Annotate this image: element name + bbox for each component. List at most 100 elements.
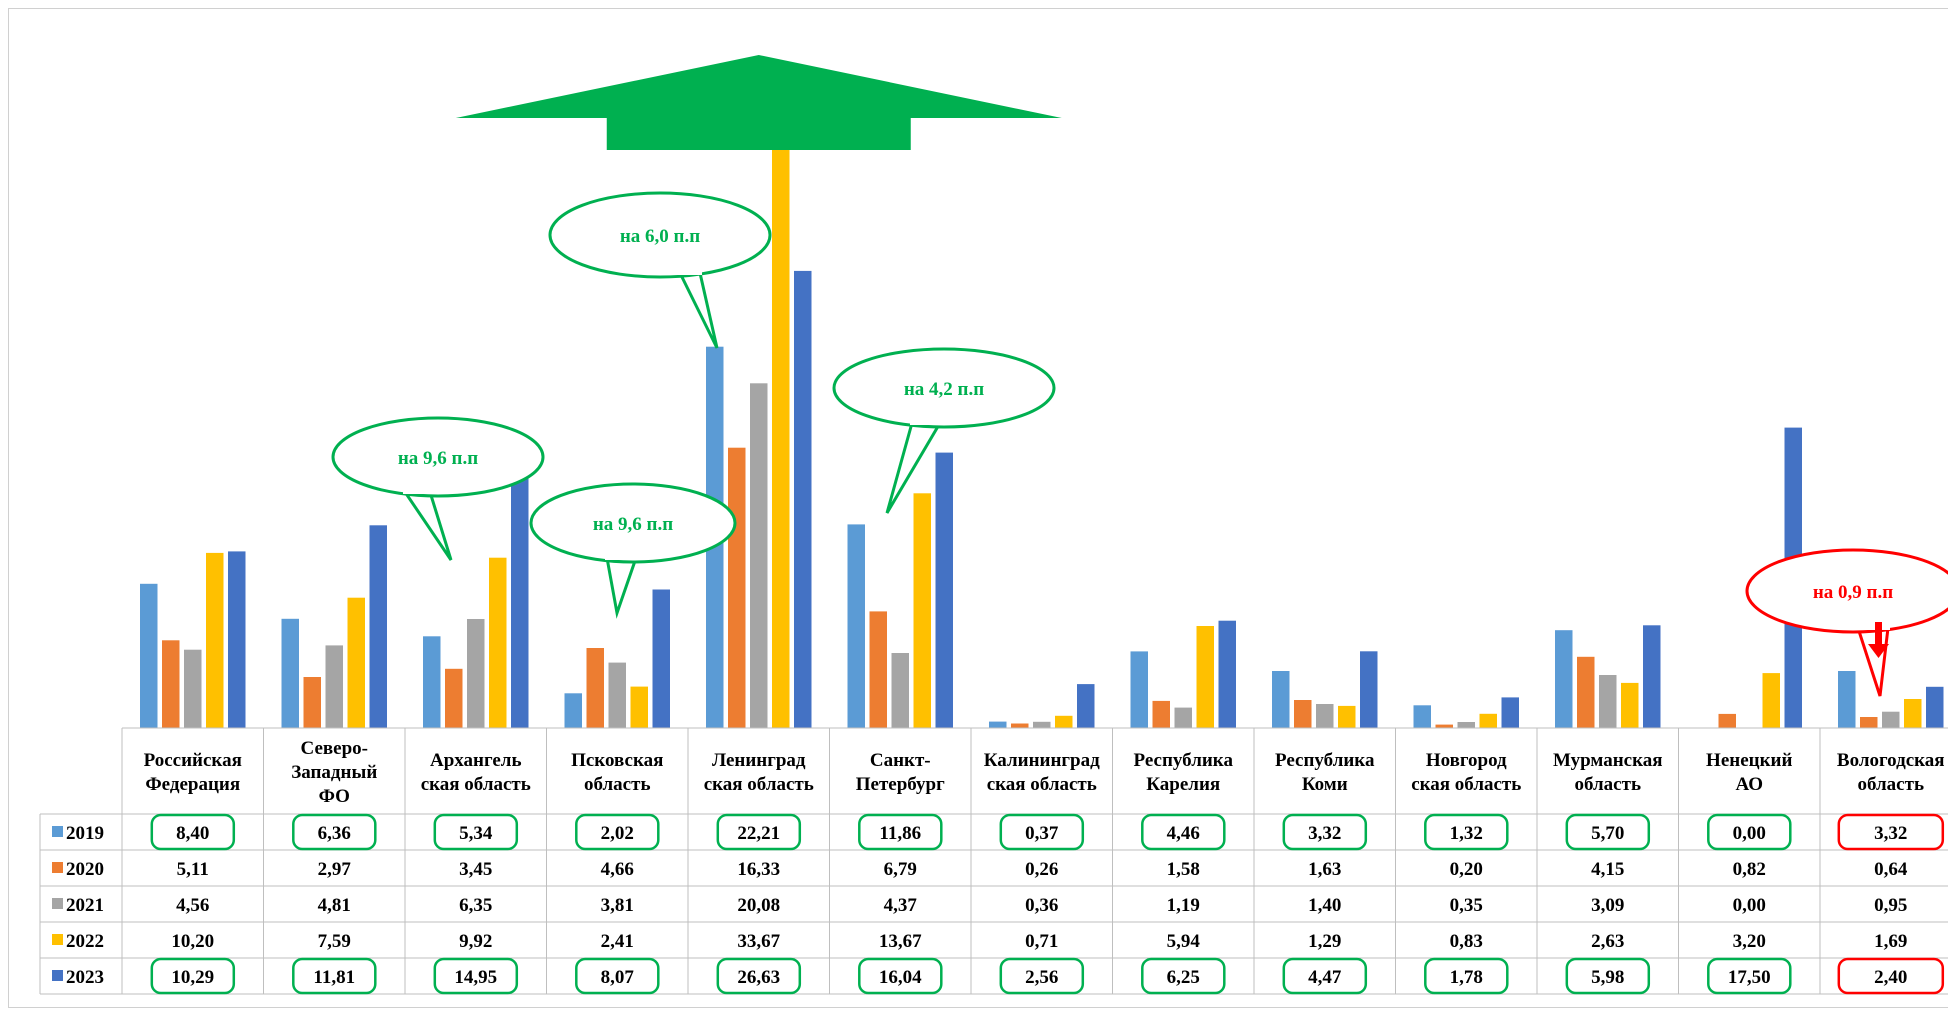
data-label-2021-6: 0,36	[1025, 895, 1058, 916]
data-label-2022-10: 2,63	[1591, 931, 1624, 952]
data-label-2021-9: 0,35	[1450, 895, 1483, 916]
highlight-box-2019-1	[292, 813, 377, 851]
category-label-2: Архангель	[430, 750, 522, 771]
highlight-box-2019-5	[858, 813, 943, 851]
bar-2019-6	[989, 721, 1007, 728]
bar-2023-6	[1077, 684, 1095, 728]
category-label-0: Российская	[144, 750, 242, 771]
bar-2020-11	[1718, 713, 1736, 728]
legend-key-2020	[52, 862, 63, 873]
highlight-box-2023-0	[150, 957, 236, 995]
bar-2023-9	[1501, 697, 1519, 728]
highlight-box-2023-6	[999, 957, 1085, 995]
legend-key-2023	[52, 970, 63, 981]
category-label-6: ская область	[987, 774, 1097, 795]
data-label-2020-6: 0,26	[1025, 859, 1058, 880]
bar-2021-9	[1457, 722, 1475, 728]
bar-2022-1	[347, 597, 365, 728]
legend-key-2022	[52, 934, 63, 945]
bar-2023-12	[1926, 686, 1944, 728]
highlight-box-2019-6	[999, 813, 1085, 851]
data-label-2019-10: 5,70	[1591, 823, 1624, 844]
callout-text: на 0,9 п.п	[1813, 582, 1893, 603]
data-label-2020-11: 0,82	[1733, 859, 1766, 880]
data-label-2021-8: 1,40	[1308, 895, 1341, 916]
data-label-2020-12: 0,64	[1874, 859, 1908, 880]
data-label-2022-9: 0,83	[1450, 931, 1483, 952]
legend-label-2019: 2019	[66, 823, 104, 844]
data-label-2019-9: 1,32	[1450, 823, 1483, 844]
category-label-12: область	[1858, 774, 1925, 795]
data-label-2021-1: 4,81	[318, 895, 351, 916]
data-label-2022-5: 13,67	[879, 931, 922, 952]
bar-2022-4	[772, 150, 790, 728]
bar-2022-0	[206, 552, 224, 728]
bar-2021-4	[750, 383, 768, 728]
callout-0: на 6,0 п.п	[548, 191, 772, 349]
data-label-2022-12: 1,69	[1874, 931, 1907, 952]
bar-2022-12	[1904, 699, 1922, 728]
category-label-9: ская область	[1411, 774, 1521, 795]
callout-joint	[605, 548, 638, 560]
bar-2019-8	[1272, 671, 1290, 728]
bar-2019-0	[140, 583, 158, 728]
bar-2022-8	[1338, 705, 1356, 728]
data-label-2023-7: 6,25	[1167, 967, 1200, 988]
bar-2022-11	[1762, 673, 1780, 728]
bar-2022-5	[913, 493, 931, 728]
callout-joint	[910, 413, 942, 425]
highlight-box-2023-2	[433, 957, 519, 995]
data-label-2022-2: 9,92	[459, 931, 492, 952]
category-label-8: Республика	[1275, 750, 1375, 771]
data-label-2023-0: 10,29	[171, 967, 214, 988]
category-label-7: Карелия	[1146, 774, 1220, 795]
highlight-box-2023-9	[1424, 957, 1509, 995]
chart-frame	[8, 8, 1948, 1008]
callout-text: на 9,6 п.п	[593, 514, 673, 535]
bar-2020-7	[1152, 700, 1170, 728]
bar-2019-2	[423, 636, 441, 728]
highlight-box-2023-8	[1282, 957, 1368, 995]
data-label-2023-4: 26,63	[737, 967, 780, 988]
bar-2022-9	[1479, 713, 1497, 728]
bar-2021-3	[608, 662, 626, 728]
legend-label-2023: 2023	[66, 967, 104, 988]
highlight-box-2019-9	[1424, 813, 1509, 851]
legend-label-2020: 2020	[66, 859, 104, 880]
data-label-2019-0: 8,40	[176, 823, 209, 844]
callout-joint	[403, 482, 432, 494]
data-label-2021-12: 0,95	[1874, 895, 1907, 916]
data-label-2023-6: 2,56	[1025, 967, 1058, 988]
callout-text: на 4,2 п.п	[904, 379, 984, 400]
bar-2019-3	[564, 693, 582, 728]
legend-label-2022: 2022	[66, 931, 104, 952]
bar-2020-8	[1294, 700, 1312, 728]
callout-bubble	[548, 191, 772, 279]
legend-label-2021: 2021	[66, 895, 104, 916]
decline-arrow-icon	[1868, 644, 1889, 658]
data-label-2022-11: 3,20	[1733, 931, 1766, 952]
data-label-2022-3: 2,41	[601, 931, 634, 952]
callout-pointer	[402, 490, 453, 561]
bar-2023-1	[369, 525, 387, 728]
highlight-box-2023-3	[575, 957, 660, 995]
bar-2019-9	[1413, 705, 1431, 728]
category-label-1: Северо-	[301, 738, 368, 759]
highlight-box-2019-3	[575, 813, 660, 851]
bar-2023-4	[794, 270, 812, 728]
legend-key-2019	[52, 826, 63, 837]
bar-2020-4	[728, 447, 746, 728]
bar-2023-10	[1643, 625, 1661, 728]
callout-bubble	[1745, 548, 1948, 634]
bar-2021-5	[891, 653, 909, 728]
data-label-2020-5: 6,79	[884, 859, 917, 880]
growth-up-arrow	[455, 55, 1062, 150]
highlight-box-2019-4	[716, 813, 802, 851]
data-label-2022-7: 5,94	[1167, 931, 1201, 952]
callout-joint	[1856, 618, 1890, 630]
data-label-2023-3: 8,07	[601, 967, 635, 988]
data-label-2020-0: 5,11	[177, 859, 209, 880]
data-label-2020-4: 16,33	[737, 859, 780, 880]
bar-2021-10	[1599, 675, 1617, 728]
data-label-2020-7: 1,58	[1167, 859, 1200, 880]
